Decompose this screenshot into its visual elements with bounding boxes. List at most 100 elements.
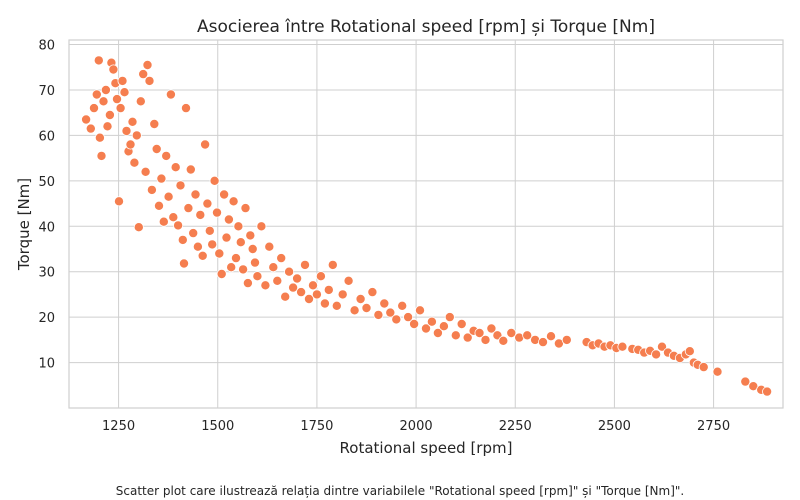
scatter-point: [247, 243, 258, 254]
scatter-point: [228, 196, 239, 207]
x-axis-ticks: 1250 1500 1750 2000 2250 2500 2750: [102, 419, 730, 434]
scatter-point: [238, 264, 249, 275]
scatter-point: [221, 232, 232, 243]
scatter-point: [156, 173, 167, 184]
scatter-point: [200, 139, 211, 150]
scatter-point: [185, 164, 196, 175]
scatter-point: [183, 203, 194, 214]
y-tick-label: 10: [38, 357, 55, 372]
scatter-point: [91, 89, 102, 100]
y-tick-label: 60: [38, 129, 55, 144]
scatter-point: [223, 214, 234, 225]
scatter-point: [230, 253, 241, 264]
scatter-point: [284, 266, 295, 277]
scatter-point: [337, 289, 348, 300]
scatter-point: [197, 250, 208, 261]
plot-frame: [68, 39, 784, 409]
scatter-point: [403, 312, 414, 323]
scatter-point: [299, 259, 310, 270]
scatter-point: [96, 150, 107, 161]
scatter-point: [149, 119, 160, 130]
scatter-point: [192, 241, 203, 252]
scatter-point: [450, 330, 461, 341]
scatter-point: [462, 332, 473, 343]
x-axis-label: Rotational speed [rpm]: [340, 439, 513, 457]
scatter-point: [264, 241, 275, 252]
scatter-point: [177, 234, 188, 245]
y-tick-label: 70: [38, 84, 55, 99]
scatter-point: [343, 275, 354, 286]
scatter-point: [133, 222, 144, 233]
y-tick-label: 20: [38, 311, 55, 326]
scatter-point: [327, 259, 338, 270]
scatter-point: [204, 225, 215, 236]
scatter-point: [117, 75, 128, 86]
x-tick-label: 2250: [499, 419, 532, 434]
scatter-point: [178, 258, 189, 269]
figure-caption: Scatter plot care ilustrează relația din…: [115, 484, 685, 498]
scatter-point: [438, 321, 449, 332]
scatter-point: [331, 300, 342, 311]
scatter-point: [307, 280, 318, 291]
scatter-point: [153, 200, 164, 211]
scatter-point: [188, 228, 199, 239]
scatter-point: [315, 271, 326, 282]
scatter-point: [89, 103, 100, 114]
scatter-point: [651, 349, 662, 360]
scatter-point: [142, 60, 153, 71]
scatter-point: [94, 132, 105, 143]
scatter-point: [260, 280, 271, 291]
scatter-point: [276, 253, 287, 264]
scatter-points: [81, 55, 773, 397]
scatter-point: [180, 103, 191, 114]
y-tick-label: 30: [38, 266, 55, 281]
scatter-point: [303, 293, 314, 304]
scatter-point: [138, 69, 149, 80]
scatter-point: [233, 221, 244, 232]
scatter-point: [245, 230, 256, 241]
scatter-point: [240, 203, 251, 214]
scatter-point: [288, 282, 299, 293]
scatter-point: [190, 189, 201, 200]
scatter-point: [355, 293, 366, 304]
scatter-point: [235, 237, 246, 248]
scatter-point: [740, 376, 751, 387]
scatter-point: [125, 139, 136, 150]
scatter-point: [323, 284, 334, 295]
y-tick-label: 40: [38, 220, 55, 235]
x-tick-label: 2750: [697, 419, 730, 434]
scatter-point: [100, 85, 111, 96]
x-tick-label: 2500: [598, 419, 631, 434]
scatter-point: [379, 298, 390, 309]
grid-lines: [69, 40, 783, 408]
scatter-point: [272, 275, 283, 286]
scatter-point: [268, 262, 279, 273]
scatter-point: [173, 220, 184, 231]
scatter-point: [498, 335, 509, 346]
scatter-point: [538, 337, 549, 348]
scatter-point: [242, 278, 253, 289]
scatter-point: [444, 312, 455, 323]
scatter-point: [226, 262, 237, 273]
scatter-point: [432, 327, 443, 338]
x-tick-label: 1250: [102, 419, 135, 434]
scatter-point: [522, 330, 533, 341]
scatter-point: [219, 189, 230, 200]
scatter-point: [420, 323, 431, 334]
scatter-point: [102, 121, 113, 132]
scatter-point: [426, 316, 437, 327]
scatter-point: [561, 334, 572, 345]
scatter-point: [414, 305, 425, 316]
scatter-point: [93, 55, 104, 66]
x-tick-label: 1500: [201, 419, 234, 434]
scatter-point: [617, 341, 628, 352]
scatter-point: [168, 212, 179, 223]
scatter-point: [657, 341, 668, 352]
scatter-point: [129, 157, 140, 168]
scatter-point: [175, 180, 186, 191]
y-tick-label: 50: [38, 175, 55, 190]
scatter-point: [296, 287, 307, 298]
scatter-point: [391, 314, 402, 325]
scatter-point: [146, 184, 157, 195]
